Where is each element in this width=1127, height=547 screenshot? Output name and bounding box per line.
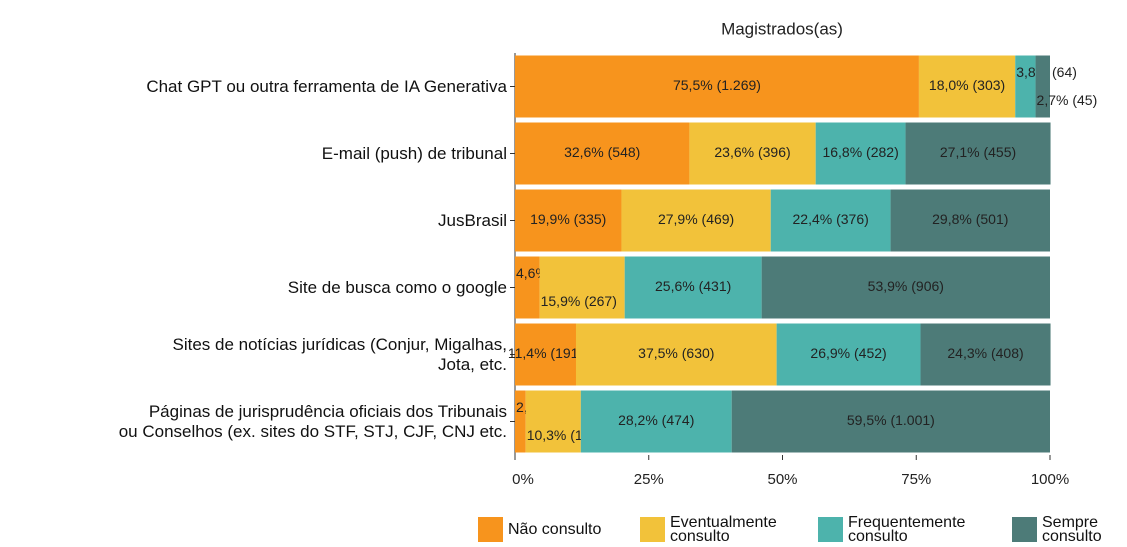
value-label: 16,8% (282) <box>822 144 898 160</box>
bar-segment <box>515 122 690 185</box>
x-tick-label: 75% <box>901 471 931 488</box>
value-label: 29,8% (501) <box>932 211 1008 227</box>
value-label: 27,1% (455) <box>940 144 1016 160</box>
value-label: 25,6% (431) <box>655 278 731 294</box>
y-tick-label: E-mail (push) de tribunal <box>321 143 507 163</box>
bar-segment <box>575 323 777 386</box>
y-tick-label: Site de busca como o google <box>287 277 507 297</box>
value-label: 22,4% (376) <box>793 211 869 227</box>
y-tick-label: Sites de notícias jurídicas (Conjur, Mig… <box>172 334 508 374</box>
x-tick-label: 0% <box>512 471 534 488</box>
bar-segment <box>776 323 921 386</box>
bar-segment <box>731 390 1050 453</box>
value-label: 27,9% (469) <box>658 211 734 227</box>
bar-segment <box>515 323 576 386</box>
value-label: 2,7% (45) <box>1037 92 1098 108</box>
y-tick-label: JusBrasil <box>438 210 507 230</box>
value-label: 18,0% (303) <box>929 77 1005 93</box>
bar-segment <box>815 122 906 185</box>
bar-segment <box>515 390 526 453</box>
bar-segment <box>761 256 1050 319</box>
legend-swatch <box>478 517 503 542</box>
bar-segment <box>515 256 540 319</box>
bar-segment <box>515 189 622 252</box>
bar-segment <box>918 55 1016 118</box>
legend-swatch <box>1012 517 1037 542</box>
bar-segment <box>689 122 816 185</box>
bar-segment <box>624 256 762 319</box>
value-label: 24,3% (408) <box>947 345 1023 361</box>
legend-swatch <box>818 517 843 542</box>
legend-label: Eventualmente consulto <box>670 514 777 545</box>
legend-label: Frequentemente consulto <box>848 514 966 545</box>
bar-segment <box>890 189 1050 252</box>
value-label: 32,6% (548) <box>564 144 640 160</box>
bar-segment <box>1035 55 1050 118</box>
value-label: 75,5% (1.269) <box>673 77 761 93</box>
value-label: 15,9% (267) <box>541 293 617 309</box>
bar-segment <box>525 390 581 453</box>
legend-label: Não consulto <box>508 521 602 538</box>
chart-title: Magistrados(as) <box>721 19 843 38</box>
value-label: 23,6% (396) <box>714 144 790 160</box>
value-label: 19,9% (335) <box>530 211 606 227</box>
bar-segment <box>539 256 625 319</box>
value-label: 59,5% (1.001) <box>847 412 935 428</box>
bar-segment <box>920 323 1051 386</box>
x-tick-label: 100% <box>1031 471 1069 488</box>
value-label: 37,5% (630) <box>638 345 714 361</box>
legend-label: Sempre consulto <box>1042 514 1102 545</box>
x-tick-label: 50% <box>767 471 797 488</box>
bar-segment <box>1015 55 1036 118</box>
bar-segment <box>515 55 919 118</box>
y-tick-label: Chat GPT ou outra ferramenta de IA Gener… <box>146 76 507 96</box>
legend-swatch <box>640 517 665 542</box>
value-label: 11,4% (191) <box>508 345 583 361</box>
y-tick-label: Páginas de jurisprudência oficiais dos T… <box>118 401 507 441</box>
value-label: 26,9% (452) <box>810 345 886 361</box>
bar-segment <box>905 122 1051 185</box>
bar-segment <box>580 390 732 453</box>
x-tick-label: 25% <box>634 471 664 488</box>
bar-segment <box>621 189 771 252</box>
value-label: 28,2% (474) <box>618 412 694 428</box>
value-label: 53,9% (906) <box>868 278 944 294</box>
bar-segment <box>770 189 891 252</box>
